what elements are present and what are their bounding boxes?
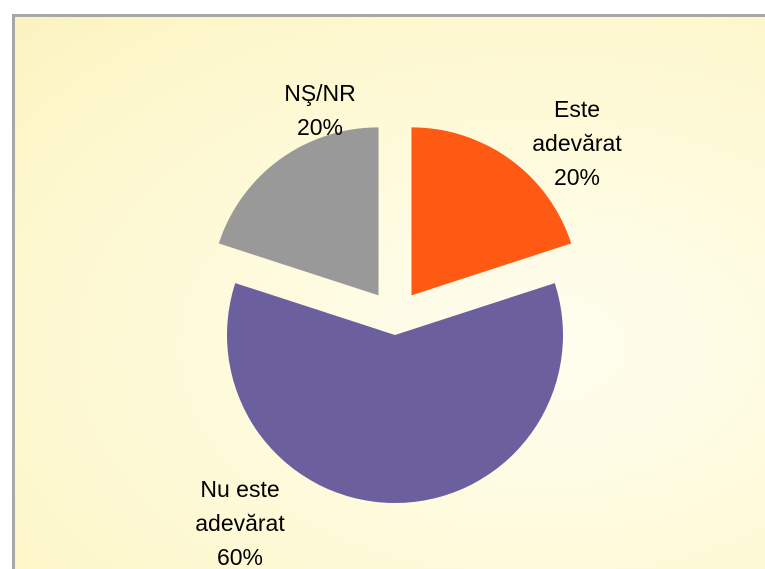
pie-slice	[218, 127, 379, 296]
pie-slice	[411, 127, 572, 296]
slice-value: 60%	[216, 544, 264, 569]
slice-label: NŞ/NR 20%	[273, 76, 368, 144]
slice-category: Nu este adevărat	[195, 476, 285, 536]
pie-slice	[226, 283, 563, 504]
slice-category: Este adevărat	[532, 96, 622, 156]
slice-value: 20%	[553, 164, 601, 190]
slice-category: NŞ/NR	[284, 80, 356, 106]
slice-label: Este adevărat 20%	[530, 92, 625, 194]
slice-label: Nu este adevărat 60%	[173, 472, 308, 569]
slice-value: 20%	[296, 114, 344, 140]
